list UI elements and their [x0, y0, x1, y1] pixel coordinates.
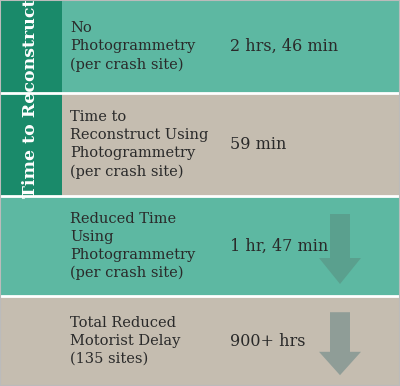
Bar — [62, 296, 400, 386]
Text: 2 hrs, 46 min: 2 hrs, 46 min — [230, 38, 338, 55]
Bar — [62, 196, 400, 296]
Bar — [0, 196, 400, 296]
Polygon shape — [319, 214, 361, 284]
Bar — [62, 0, 400, 93]
Bar — [62, 93, 400, 196]
Polygon shape — [319, 312, 361, 375]
Text: Reduced Time
Using
Photogrammetry
(per crash site): Reduced Time Using Photogrammetry (per c… — [70, 212, 195, 280]
Text: Time to
Reconstruct Using
Photogrammetry
(per crash site): Time to Reconstruct Using Photogrammetry… — [70, 110, 208, 179]
Bar — [0, 0, 62, 196]
Text: Total Reduced
Motorist Delay
(135 sites): Total Reduced Motorist Delay (135 sites) — [70, 316, 180, 366]
Bar — [0, 296, 400, 386]
Text: 59 min: 59 min — [230, 136, 286, 153]
Text: Time to Reconstruct: Time to Reconstruct — [22, 0, 40, 198]
Text: 900+ hrs: 900+ hrs — [230, 332, 306, 349]
Text: 1 hr, 47 min: 1 hr, 47 min — [230, 237, 328, 254]
Text: No
Photogrammetry
(per crash site): No Photogrammetry (per crash site) — [70, 21, 195, 72]
